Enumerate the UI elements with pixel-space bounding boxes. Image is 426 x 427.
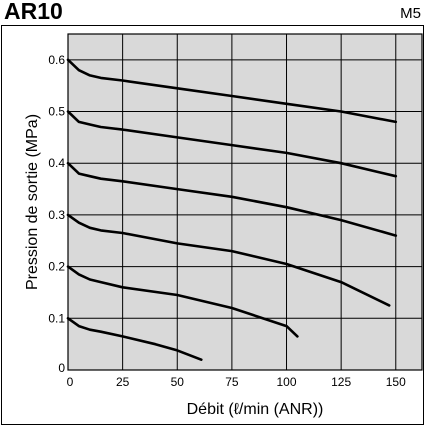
x-tick-label: 50 — [171, 375, 185, 389]
y-tick-label: 0.2 — [48, 260, 65, 274]
tick-labels: 0 25 50 75 100 125 150 0 0.1 0.2 0.3 0.4 0.5 0.6 — [48, 53, 406, 389]
series-line-1 — [66, 58, 398, 124]
series-line-6 — [66, 317, 203, 361]
x-tick-label: 150 — [386, 375, 406, 389]
series-line-5 — [66, 265, 299, 338]
x-tick-label: 75 — [225, 375, 239, 389]
grid-lines — [67, 34, 422, 371]
y-tick-label: 0.1 — [48, 311, 65, 325]
y-tick-label: 0.6 — [48, 53, 65, 67]
series-line-4 — [66, 213, 391, 307]
chart-subtitle: M5 — [400, 5, 421, 22]
y-tick-label: 0.5 — [48, 105, 65, 119]
y-tick-label: 0.3 — [48, 208, 65, 222]
x-tick-label: 100 — [277, 375, 297, 389]
x-tick-label: 0 — [67, 375, 74, 389]
plot-area — [67, 33, 423, 371]
x-tick-label: 125 — [331, 375, 351, 389]
series-group — [66, 58, 398, 361]
y-tick-label: 0 — [58, 361, 65, 375]
chart-frame — [1, 25, 424, 425]
chart-title: AR10 — [4, 0, 63, 24]
series-line-2 — [66, 110, 398, 178]
x-axis-label: Débit (ℓ/min (ANR)) — [187, 401, 324, 418]
y-axis-label: Pression de sortie (MPa) — [24, 114, 41, 290]
series-line-3 — [66, 161, 398, 237]
x-tick-label: 25 — [116, 375, 130, 389]
y-tick-label: 0.4 — [48, 156, 65, 170]
